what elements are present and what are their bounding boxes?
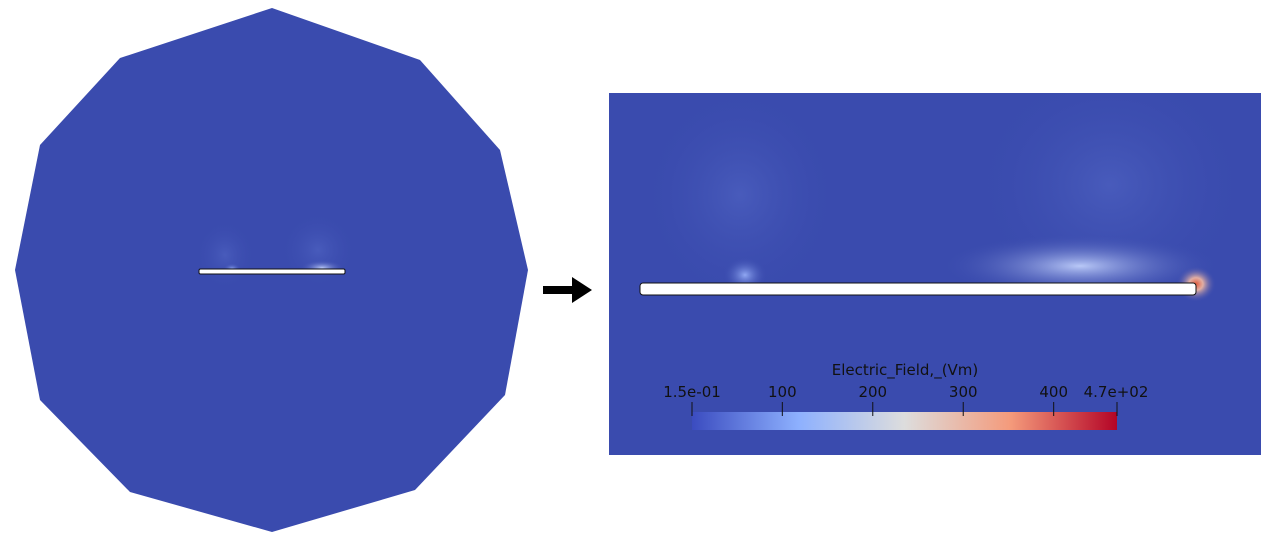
- right-arrow-icon: [543, 277, 592, 303]
- zoom-glow-wide: [940, 234, 1220, 298]
- colorbar-tick-label-400: 400: [1039, 383, 1068, 401]
- colorbar-tick-label-100: 100: [768, 383, 797, 401]
- colorbar-title: Electric_Field,_(Vm): [832, 361, 979, 380]
- plate-large: [639, 282, 1197, 296]
- colorbar-ticks: [691, 402, 1118, 416]
- zoomed-view: Electric_Field,_(Vm) 1.5e-01 4.7e+02 100…: [609, 93, 1261, 455]
- plate-small: [198, 268, 346, 275]
- colorbar-tick-label-200: 200: [858, 383, 887, 401]
- field-halo-left: [195, 220, 255, 290]
- colorbar-max-label: 4.7e+02: [1084, 383, 1149, 401]
- colorbar: Electric_Field,_(Vm) 1.5e-01 4.7e+02 100…: [663, 361, 1148, 430]
- zoom-halo-left: [640, 93, 840, 305]
- full-domain-view: [15, 8, 528, 532]
- colorbar-tick-labels: 1.5e-01 4.7e+02 100 200 300 400: [663, 383, 1148, 401]
- colorbar-min-label: 1.5e-01: [663, 383, 721, 401]
- field-halo-right: [280, 212, 356, 288]
- colorbar-tick-label-300: 300: [949, 383, 978, 401]
- colorbar-gradient: [692, 412, 1117, 430]
